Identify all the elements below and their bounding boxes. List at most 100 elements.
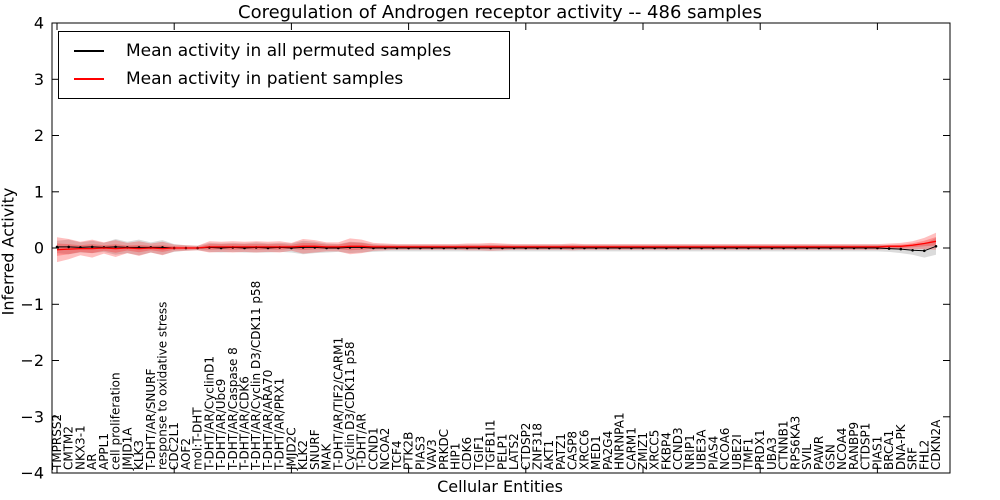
category-label: MAK — [320, 442, 334, 470]
category-label: T-DHT/AR/Caspase 8 — [226, 347, 240, 471]
category-label: ZNF318 — [531, 423, 545, 470]
category-label: CCND3 — [671, 427, 685, 470]
category-label: BRCA1 — [882, 430, 896, 470]
category-label: MED1 — [589, 435, 603, 470]
category-label: NCOA2 — [378, 428, 392, 470]
category-label: JMJD1A — [120, 427, 134, 471]
category-label: mol:T-DHT — [191, 407, 205, 470]
y-tick-label: −3 — [20, 407, 44, 426]
category-label: FKBP4 — [659, 432, 673, 470]
category-label: TGFB1I1 — [484, 419, 498, 471]
x-axis-label: Cellular Entities — [437, 477, 563, 496]
category-label: T-DHT/AR/SNURF — [144, 369, 158, 472]
legend-item-patient: Mean activity in patient samples — [59, 69, 509, 89]
legend: Mean activity in all permuted samples Me… — [58, 31, 510, 99]
category-label: PRDX1 — [753, 429, 767, 470]
category-label: Cyclin D3/CDK11 p58 — [343, 341, 357, 470]
category-label: FHL2 — [917, 440, 931, 470]
y-tick-label: 1 — [34, 182, 44, 201]
category-label: PA2G4 — [601, 431, 615, 470]
y-tick-label: 3 — [34, 70, 44, 89]
category-label: T-DHT/AR/CyclinD1 — [202, 356, 216, 471]
y-tick-label: 4 — [34, 14, 44, 33]
category-label: PIAS4 — [706, 436, 720, 470]
category-label: CASP8 — [566, 431, 580, 470]
category-label: cell proliferation — [109, 372, 123, 470]
category-label: CTNNB1 — [777, 420, 791, 470]
category-label: XRCC5 — [648, 430, 662, 470]
y-tick-label: 2 — [34, 126, 44, 145]
y-tick-label: −4 — [20, 464, 44, 483]
category-label: CARM1 — [624, 427, 638, 470]
category-label: SVIL — [800, 444, 814, 470]
category-label: KLK2 — [296, 440, 310, 470]
chart-title: Coregulation of Androgen receptor activi… — [238, 2, 762, 23]
y-axis-ticks: 4 3 2 1 0 −1 −2 −3 −4 — [20, 14, 950, 483]
category-label: NCOA4 — [835, 428, 849, 470]
category-label: response to oxidative stress — [156, 302, 170, 470]
category-label: AR — [85, 453, 99, 470]
legend-line-sample-red-icon — [74, 78, 104, 81]
category-label: UBE3A — [695, 429, 709, 470]
category-label: NKX3-1 — [73, 425, 87, 470]
category-label: CTDSP2 — [519, 423, 533, 470]
category-label: TMF1 — [742, 438, 756, 471]
category-label: RPS6KA3 — [788, 416, 802, 470]
category-label: T-DHT/AR/Cyclin D3/CDK11 p58 — [249, 281, 263, 471]
category-label: CDK6 — [460, 437, 474, 470]
category-label: GSN — [824, 444, 838, 470]
category-label: TGIF1 — [472, 435, 486, 471]
category-label: PIAS1 — [870, 436, 884, 470]
y-tick-label: −2 — [20, 351, 44, 370]
y-tick-label: 0 — [34, 239, 44, 258]
category-label: APPL1 — [97, 433, 111, 470]
category-label: JMJD2C — [284, 427, 298, 471]
legend-label-permuted: Mean activity in all permuted samples — [126, 40, 452, 61]
category-label: TCF4 — [390, 440, 404, 471]
category-label: CDC2L1 — [167, 422, 181, 470]
category-label: DNA-PK — [894, 423, 908, 470]
category-label: CDKN2A — [929, 419, 943, 470]
legend-line-sample-black-icon — [74, 49, 104, 52]
category-label: T-DHT/AR — [355, 413, 369, 471]
line-patient-mean — [56, 240, 937, 251]
category-label: VAV3 — [425, 439, 439, 470]
category-label: HNRNPA1 — [613, 412, 627, 470]
category-label: T-DHT/AR/TIF2/CARM1 — [331, 337, 345, 471]
category-label: NRIP1 — [683, 434, 697, 470]
legend-item-permuted: Mean activity in all permuted samples — [59, 41, 509, 61]
category-label: T-DHT/AR/CDK6 — [238, 376, 252, 471]
category-label: PIAS3 — [413, 436, 427, 470]
category-label: PRKDC — [437, 429, 451, 470]
category-label: ZMIZ1 — [636, 432, 650, 470]
category-label: SRF — [906, 447, 920, 470]
category-label: CMTM2 — [62, 426, 76, 470]
y-tick-label: −1 — [20, 295, 44, 314]
category-label: RANBP9 — [847, 422, 861, 470]
category-label: PAWR — [812, 436, 826, 470]
category-label: AOF2 — [179, 438, 193, 470]
category-label: AKT1 — [542, 440, 556, 470]
category-label: LATS2 — [507, 433, 521, 470]
x-axis-ticks — [56, 23, 878, 473]
category-label: UBA3 — [765, 437, 779, 470]
category-label: PTK2B — [402, 432, 416, 470]
category-label: XRCC6 — [577, 430, 591, 470]
category-label: HIP1 — [449, 443, 463, 470]
category-label: TMPRSS2 — [50, 414, 64, 471]
category-label: T-DHT/AR/PRX1 — [273, 378, 287, 471]
category-label: PATZ1 — [554, 433, 568, 470]
category-label: CCND1 — [366, 427, 380, 470]
legend-label-patient: Mean activity in patient samples — [126, 69, 404, 90]
y-axis-label: Inferred Activity — [0, 187, 18, 316]
category-label: KLK3 — [132, 440, 146, 470]
category-label: SNURF — [308, 429, 322, 470]
category-label: PELP1 — [495, 434, 509, 470]
category-label: T-DHT/AR/ARA70 — [261, 370, 275, 471]
category-label: CTDSP1 — [859, 423, 873, 470]
category-label: T-DHT/AR/Ubc9 — [214, 379, 228, 471]
category-label: NCOA6 — [718, 428, 732, 470]
category-label: UBE2I — [730, 434, 744, 470]
